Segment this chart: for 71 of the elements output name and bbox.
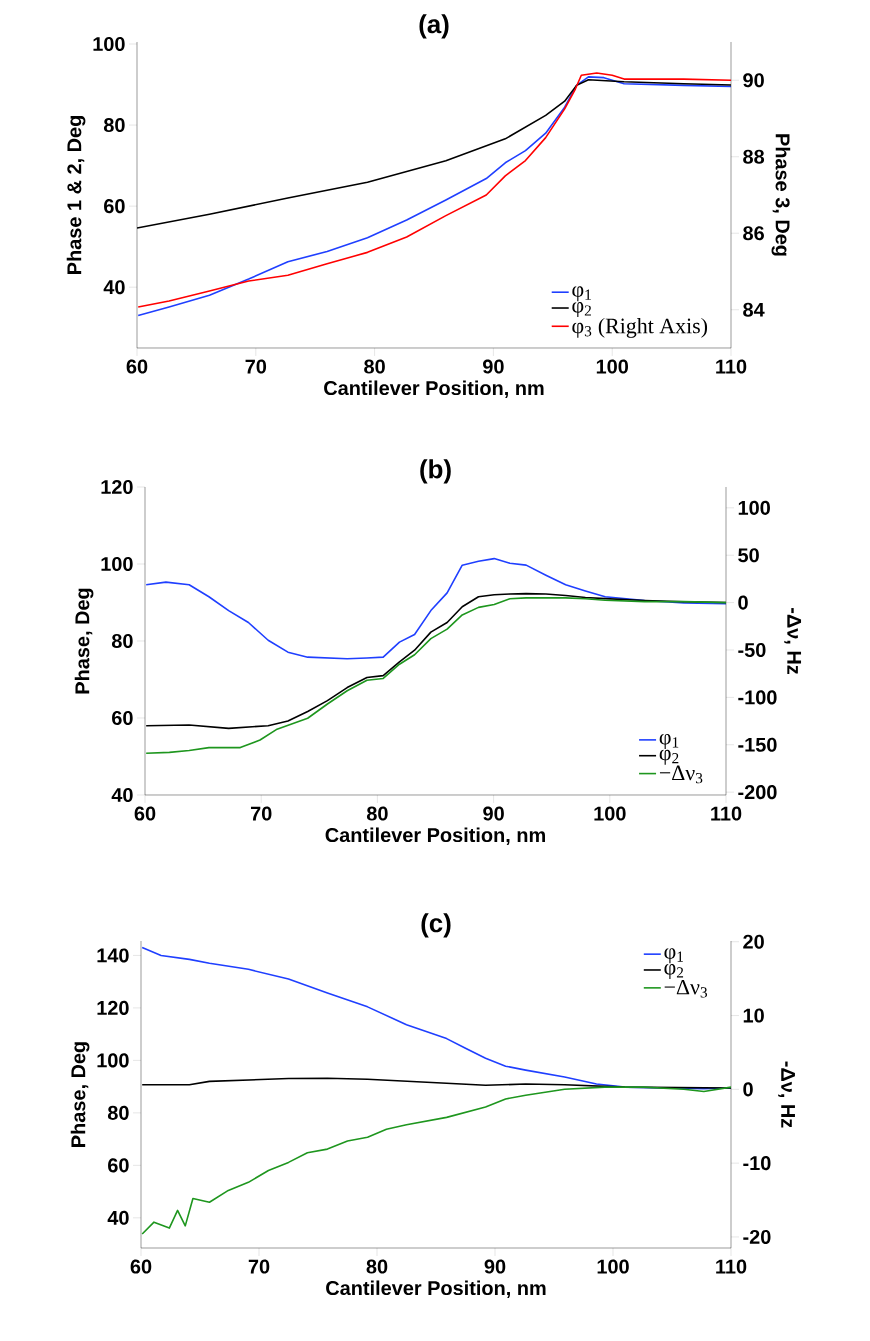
y2-tick-label: 90 [743,73,764,88]
y-axis-title: Phase, Deg [74,588,94,694]
y-tick-label: 80 [103,118,125,133]
legend-label: φ$_{3}$ (Right Axis) [572,317,708,338]
y-tick-label: 40 [103,280,125,295]
y2-tick-label: 88 [743,149,765,164]
x-tick-label: 60 [126,359,148,374]
y2-axis-title: -Δν, Hz [784,608,802,674]
y2-axis-title: -Δν, Hz [778,1061,795,1128]
y2-tick-label: -20 [743,1229,771,1244]
y2-tick-label: -50 [738,642,766,658]
y2-tick-label: 20 [743,934,764,949]
y-tick-label: 60 [104,199,125,214]
y2-tick-label: 100 [738,500,770,515]
chart-title: (b) [420,459,451,484]
x-tick-label: 70 [245,359,267,374]
x-tick-label: 110 [711,806,742,821]
legend-label: φ$_{1}$ [664,948,683,964]
y2-axis-title: Phase 3, Deg [771,134,791,256]
x-tick-label: 70 [248,1259,270,1274]
legend-label: φ$_{2}$ [659,749,679,765]
y-tick-label: 100 [93,36,125,52]
y-tick-label: 140 [97,948,129,963]
x-tick-label: 80 [366,806,388,821]
y-axis-title: Phase, Deg [70,1042,90,1147]
y2-tick-label: 0 [743,1082,753,1097]
y-axis-title: Phase 1 & 2, Deg [66,116,86,274]
y-tick-label: 40 [111,787,133,803]
legend-label: φ$_{1}$ [659,733,679,749]
y-tick-label: 100 [101,556,133,572]
x-tick-label: 100 [597,1259,629,1274]
x-tick-label: 100 [596,359,628,374]
legend-label: φ$_{2}$ [664,964,684,980]
x-tick-label: 70 [250,806,272,821]
legend-label: φ$_{2}$ [572,302,591,318]
x-tick-label: 110 [716,359,747,374]
y-tick-label: 120 [101,479,133,495]
x-tick-label: 110 [716,1259,747,1274]
y-tick-label: 40 [107,1210,129,1225]
legend-label: −Δν$_{3}$ [659,765,703,784]
y-tick-label: 80 [107,1105,129,1120]
y2-tick-label: -150 [738,737,777,752]
x-tick-label: 80 [364,359,385,374]
x-tick-label: 90 [484,1259,506,1274]
y-tick-label: 60 [112,710,133,726]
x-axis-title: Cantilever Position, nm [324,380,544,398]
line-series [141,1086,732,1235]
x-tick-label: 90 [483,806,504,821]
y-tick-label: 120 [97,1000,129,1015]
y-tick-label: 100 [97,1053,129,1068]
legend-label: φ$_{1}$ [572,286,591,302]
x-tick-label: 80 [366,1259,388,1274]
x-tick-label: 90 [483,359,504,374]
x-axis-title: Cantilever Position, nm [326,1280,546,1298]
y-tick-label: 80 [111,633,133,649]
y2-tick-label: 86 [743,226,764,241]
y-tick-label: 60 [108,1158,129,1173]
y2-tick-label: 50 [738,548,759,563]
y2-tick-label: 10 [743,1008,764,1023]
y2-tick-label: 84 [743,302,765,317]
x-tick-label: 60 [134,806,156,821]
legend-label: −Δν$_{3}$ [664,979,708,998]
chart-title: (a) [419,14,449,39]
x-tick-label: 100 [594,806,626,821]
y2-tick-label: 0 [738,595,748,610]
x-tick-label: 60 [130,1259,152,1274]
chart-title: (c) [421,913,451,938]
x-axis-title: Cantilever Position, nm [325,827,545,845]
y2-tick-label: -200 [738,785,777,800]
y2-tick-label: -10 [743,1156,771,1171]
y2-tick-label: -100 [738,690,777,705]
